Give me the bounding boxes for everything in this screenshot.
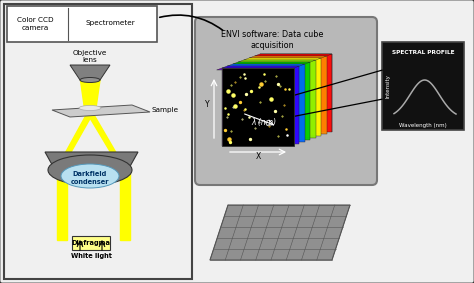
Text: Sample: Sample xyxy=(152,107,179,113)
Text: Diafragma: Diafragma xyxy=(72,240,110,246)
Text: Color CCD
camera: Color CCD camera xyxy=(17,18,53,31)
Polygon shape xyxy=(80,80,90,108)
Text: SPECTRAL PROFILE: SPECTRAL PROFILE xyxy=(392,50,454,55)
Polygon shape xyxy=(210,205,350,260)
Polygon shape xyxy=(233,62,310,64)
Text: Objective
lens: Objective lens xyxy=(73,50,107,63)
Text: White light: White light xyxy=(71,253,111,259)
Polygon shape xyxy=(84,108,125,168)
Polygon shape xyxy=(222,66,300,68)
Bar xyxy=(4,4,192,279)
Text: Intensity: Intensity xyxy=(385,74,391,98)
Text: X: X xyxy=(255,152,261,161)
Polygon shape xyxy=(52,105,150,117)
Polygon shape xyxy=(90,80,100,108)
Bar xyxy=(7,6,157,42)
Polygon shape xyxy=(57,168,67,240)
Bar xyxy=(72,236,110,250)
Polygon shape xyxy=(228,64,305,66)
Polygon shape xyxy=(255,54,332,56)
Ellipse shape xyxy=(48,155,132,185)
Bar xyxy=(244,60,316,138)
Bar xyxy=(228,66,300,144)
Bar xyxy=(222,68,294,146)
Bar xyxy=(255,56,327,134)
Polygon shape xyxy=(70,65,110,80)
Polygon shape xyxy=(244,58,321,60)
Ellipse shape xyxy=(80,78,100,83)
Polygon shape xyxy=(238,60,316,62)
Text: ENVI software: Data cube
acquisition: ENVI software: Data cube acquisition xyxy=(221,30,323,50)
Text: λ (nm): λ (nm) xyxy=(251,119,276,128)
Polygon shape xyxy=(57,108,96,168)
Bar xyxy=(233,64,305,142)
Bar xyxy=(238,62,310,140)
Ellipse shape xyxy=(79,106,101,110)
FancyBboxPatch shape xyxy=(195,17,377,185)
Text: Y: Y xyxy=(205,100,210,109)
Polygon shape xyxy=(120,168,130,240)
Polygon shape xyxy=(217,68,294,70)
Polygon shape xyxy=(249,56,327,58)
Polygon shape xyxy=(45,152,138,170)
Text: Wavelength (nm): Wavelength (nm) xyxy=(399,123,447,128)
Bar xyxy=(260,54,332,132)
FancyArrowPatch shape xyxy=(160,15,223,30)
Bar xyxy=(382,42,464,130)
Text: Darkfield
condenser: Darkfield condenser xyxy=(71,171,109,185)
Text: Spectrometer: Spectrometer xyxy=(85,20,135,26)
Ellipse shape xyxy=(61,164,119,188)
Bar xyxy=(222,68,294,146)
Bar xyxy=(249,58,321,136)
